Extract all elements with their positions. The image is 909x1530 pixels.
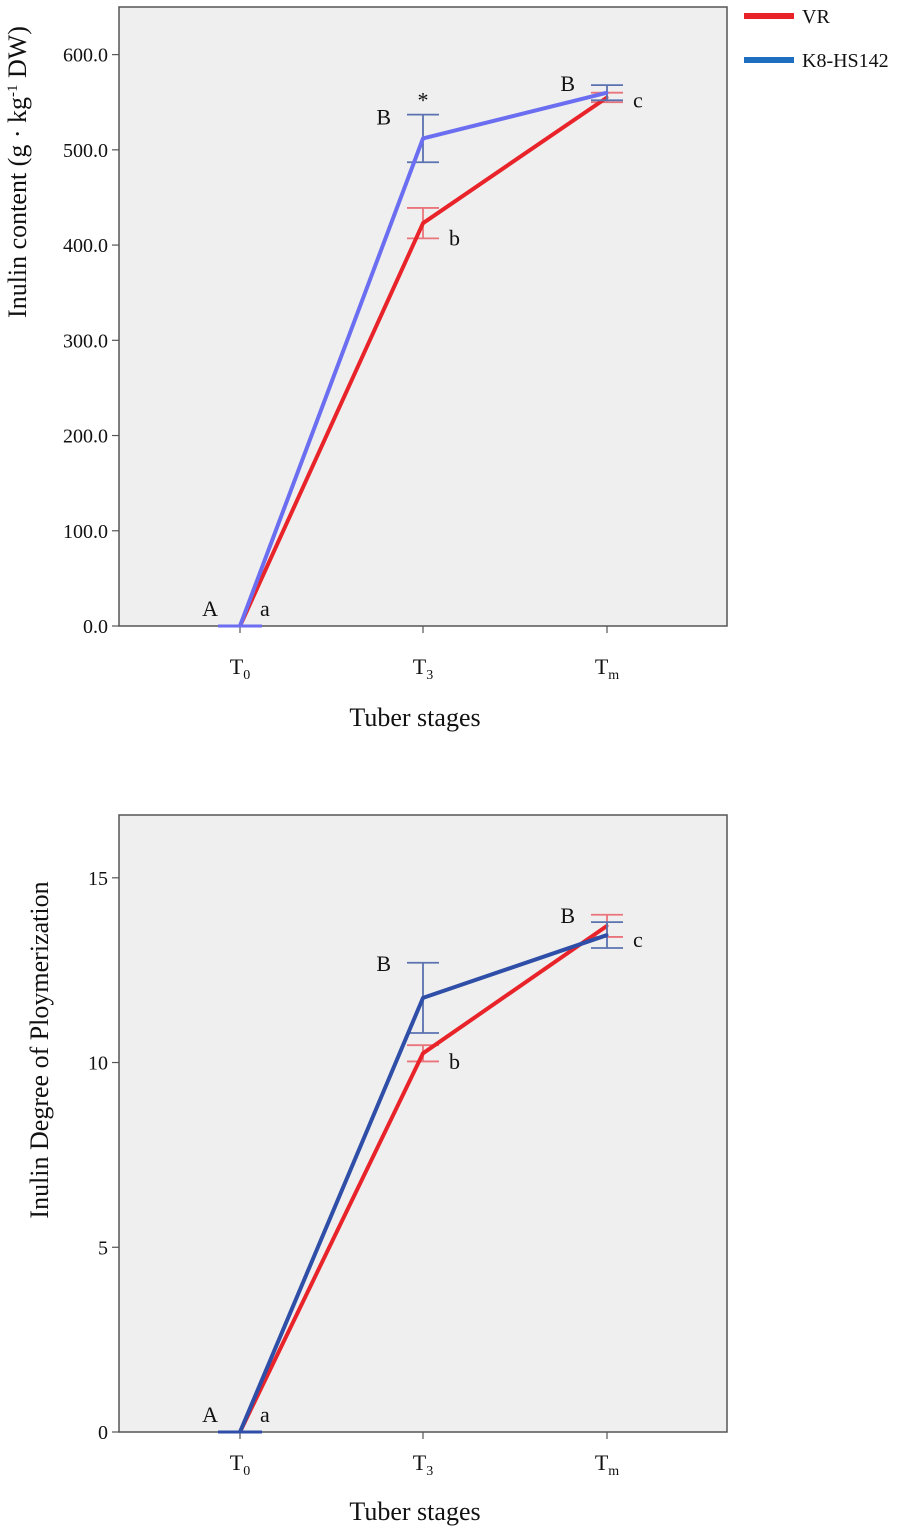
x-tick-label-subscript: 3 (426, 1464, 433, 1479)
x-tick-label-base: T (595, 654, 609, 679)
significance-label: c (633, 87, 643, 112)
y-tick-label: 200.0 (63, 426, 108, 448)
legend: VR K8-HS142 (744, 6, 889, 72)
data-point (605, 91, 609, 95)
significance-label: B (376, 951, 391, 976)
legend-label-0: VR (802, 6, 830, 28)
y-axis-title-main: Inulin Degree of Ploymerization (25, 881, 54, 1218)
y-tick-label: 0 (98, 1422, 108, 1444)
significance-label: a (260, 596, 270, 621)
y-tick-label: 300.0 (63, 330, 108, 352)
y-tick-label: 500.0 (63, 140, 108, 162)
x-tick-label-subscript: m (608, 668, 619, 683)
significance-label: b (449, 226, 460, 251)
y-axis-title: Inulin content (g · kg-1 DW) (3, 26, 32, 318)
y-axis-title-tail: DW) (3, 26, 32, 84)
significance-label: A (202, 1402, 218, 1427)
data-point (238, 624, 242, 628)
significance-label: A (202, 596, 218, 621)
x-tick-label-base: T (230, 654, 244, 679)
plot-area (118, 6, 728, 627)
significance-label: c (633, 927, 643, 952)
x-tick-label-subscript: 0 (243, 668, 250, 683)
series-1 (218, 921, 623, 1434)
plot-area (118, 814, 728, 1433)
x-tick-label: T0 (230, 654, 250, 683)
significance-label: B (560, 71, 575, 96)
x-tick-label: T3 (413, 1450, 433, 1479)
x-tick-label-base: T (413, 1450, 427, 1475)
y-tick-label: 0.0 (83, 616, 108, 638)
x-tick-label: Tm (595, 1450, 619, 1479)
data-point (421, 996, 425, 1000)
series-1 (218, 84, 623, 628)
x-tick-label-subscript: 3 (426, 668, 433, 683)
significance-label: B (560, 903, 575, 928)
y-tick-label: 100.0 (63, 521, 108, 543)
y-tick-label: 15 (88, 868, 108, 890)
significance-label: b (449, 1049, 460, 1074)
x-tick-label-subscript: m (608, 1464, 619, 1479)
x-tick-label: Tm (595, 654, 619, 683)
y-axis-title: Inulin Degree of Ploymerization (25, 881, 54, 1218)
y-axis-title-main: Inulin content (g · kg (3, 97, 32, 318)
x-tick-label: T0 (230, 1450, 250, 1479)
significance-label: B (376, 105, 391, 130)
y-tick-label: 10 (88, 1053, 108, 1075)
x-axis-title: Tuber stages (349, 703, 480, 732)
y-tick-label: 400.0 (63, 235, 108, 257)
x-tick-label-base: T (413, 654, 427, 679)
y-axis-title-superscript: -1 (5, 85, 21, 98)
y-tick-label: 600.0 (63, 45, 108, 67)
x-axis-title: Tuber stages (349, 1497, 480, 1526)
significance-label: * (418, 88, 429, 113)
x-tick-label-base: T (230, 1450, 244, 1475)
data-point (605, 933, 609, 937)
legend-label-1: K8-HS142 (802, 50, 889, 72)
data-point (421, 1051, 425, 1055)
y-tick-label: 5 (98, 1237, 108, 1259)
data-point (238, 1430, 242, 1434)
data-point (421, 136, 425, 140)
significance-label: a (260, 1402, 270, 1427)
x-tick-label-base: T (595, 1450, 609, 1475)
x-tick-label: T3 (413, 654, 433, 683)
x-tick-label-subscript: 0 (243, 1464, 250, 1479)
data-point (421, 221, 425, 225)
